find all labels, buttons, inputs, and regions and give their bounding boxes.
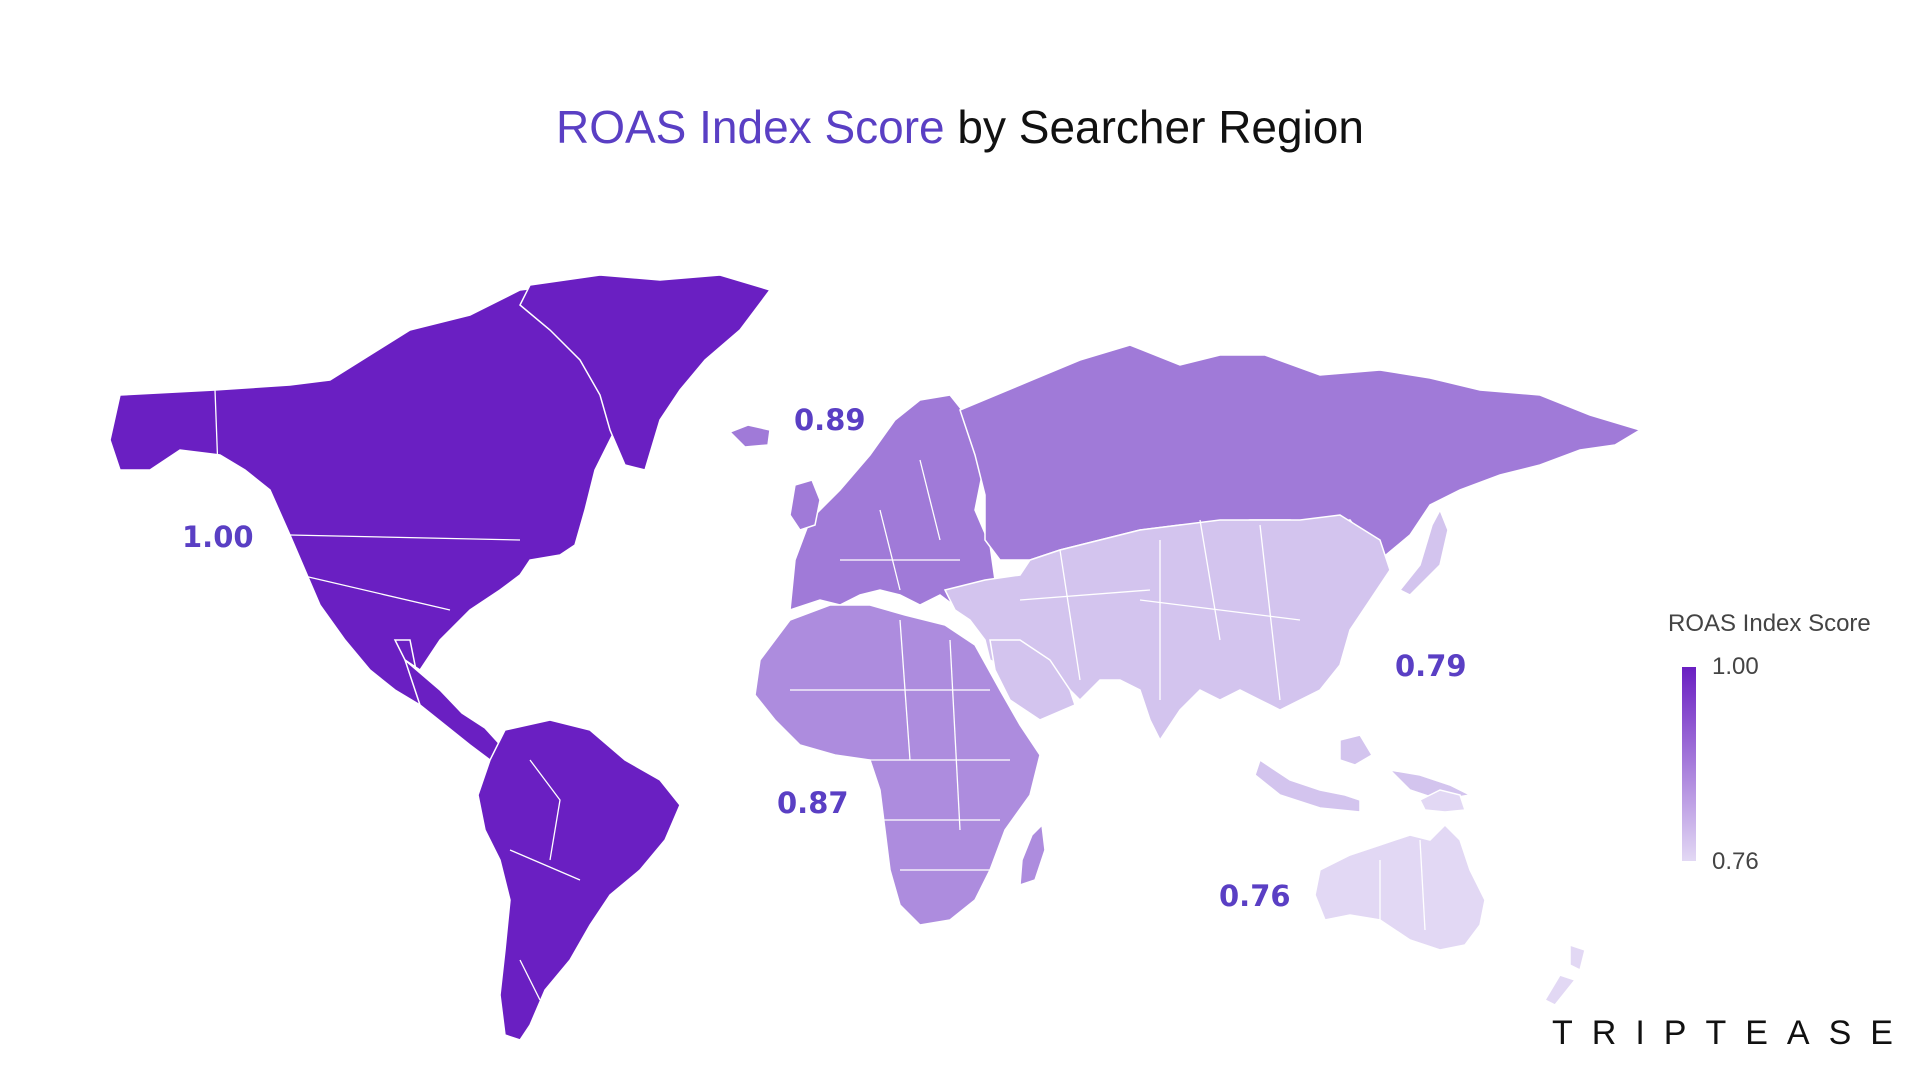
region-japan[interactable]	[1398, 508, 1449, 596]
legend-title: ROAS Index Score	[1668, 610, 1871, 637]
chart-title: ROAS Index Score by Searcher Region	[0, 100, 1920, 154]
region-papua[interactable]	[1418, 789, 1467, 813]
chart-title-rest: by Searcher Region	[944, 101, 1364, 153]
region-africa[interactable]	[754, 604, 1041, 926]
region-new-zealand[interactable]	[1543, 943, 1586, 1006]
region-uk[interactable]	[789, 479, 821, 531]
region-southeast-asia-islands[interactable]	[1254, 734, 1473, 813]
region-iceland[interactable]	[728, 424, 771, 448]
label-oceania: 0.76	[1219, 879, 1291, 913]
region-australia[interactable]	[1314, 823, 1486, 951]
label-americas: 1.00	[182, 520, 254, 554]
label-europe: 0.89	[794, 403, 866, 437]
brand-logo: TRIPTEASE	[1552, 1014, 1912, 1052]
legend-min-label: 0.76	[1712, 848, 1759, 875]
region-greenland[interactable]	[519, 274, 772, 471]
region-arabia[interactable]	[989, 639, 1076, 721]
region-madagascar[interactable]	[1019, 823, 1046, 887]
label-asia: 0.79	[1395, 649, 1467, 683]
country-borders	[214, 389, 1426, 1001]
legend-max-label: 1.00	[1712, 653, 1759, 680]
label-africa: 0.87	[777, 786, 849, 820]
legend-color-scale	[1682, 667, 1696, 861]
chart-title-accent: ROAS Index Score	[556, 101, 945, 153]
